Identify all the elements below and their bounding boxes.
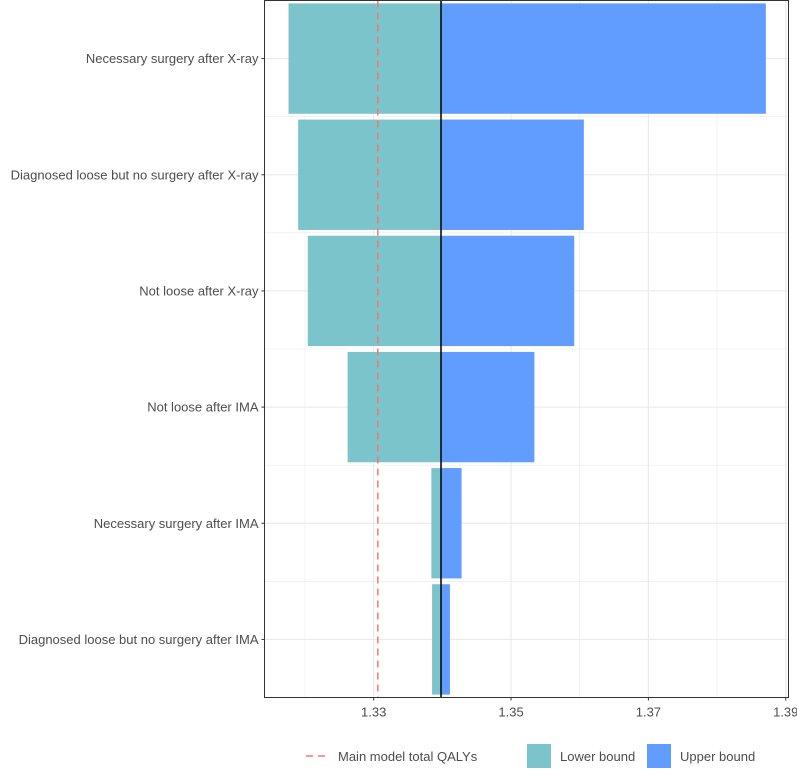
- bars: [288, 3, 766, 695]
- bar-upper-bound: [440, 119, 584, 230]
- bar-upper-bound: [440, 584, 450, 695]
- bar-upper-bound: [440, 468, 462, 579]
- bar-lower-bound: [288, 3, 441, 114]
- y-tick-label: Diagnosed loose but no surgery after X-r…: [11, 167, 259, 182]
- bar-lower-bound: [432, 584, 441, 695]
- x-axis-labels: 1.33 1.35 1.37 1.39: [361, 697, 797, 720]
- legend-label-main-model: Main model total QALYs: [338, 749, 478, 764]
- panel-border: [264, 0, 789, 698]
- y-tick-label: Not loose after IMA: [147, 400, 259, 415]
- bar-lower-bound: [307, 235, 441, 347]
- legend-swatch-upper: [647, 744, 671, 768]
- x-tick-label: 1.37: [636, 705, 661, 720]
- bar-lower-bound: [347, 351, 441, 463]
- bar-lower-bound: [298, 119, 441, 230]
- legend-swatch-lower: [527, 744, 551, 768]
- y-tick-label: Necessary surgery after X-ray: [86, 51, 259, 66]
- x-tick-label: 1.39: [773, 705, 797, 720]
- legend-label-lower: Lower bound: [560, 749, 635, 764]
- bar-upper-bound: [440, 3, 766, 114]
- y-tick-label: Diagnosed loose but no surgery after IMA: [19, 632, 259, 647]
- bar-lower-bound: [431, 468, 441, 579]
- bar-upper-bound: [440, 351, 535, 463]
- legend-label-upper: Upper bound: [680, 749, 755, 764]
- y-tick-label: Necessary surgery after IMA: [94, 516, 259, 531]
- x-tick-label: 1.35: [498, 705, 523, 720]
- x-tick-label: 1.33: [361, 705, 386, 720]
- bar-upper-bound: [440, 235, 575, 347]
- legend: Main model total QALYs Lower bound Upper…: [306, 744, 755, 768]
- y-tick-label: Not loose after X-ray: [139, 283, 259, 298]
- y-axis-labels: Necessary surgery after X-ray Diagnosed l…: [11, 51, 265, 647]
- reference-lines: [377, 0, 442, 698]
